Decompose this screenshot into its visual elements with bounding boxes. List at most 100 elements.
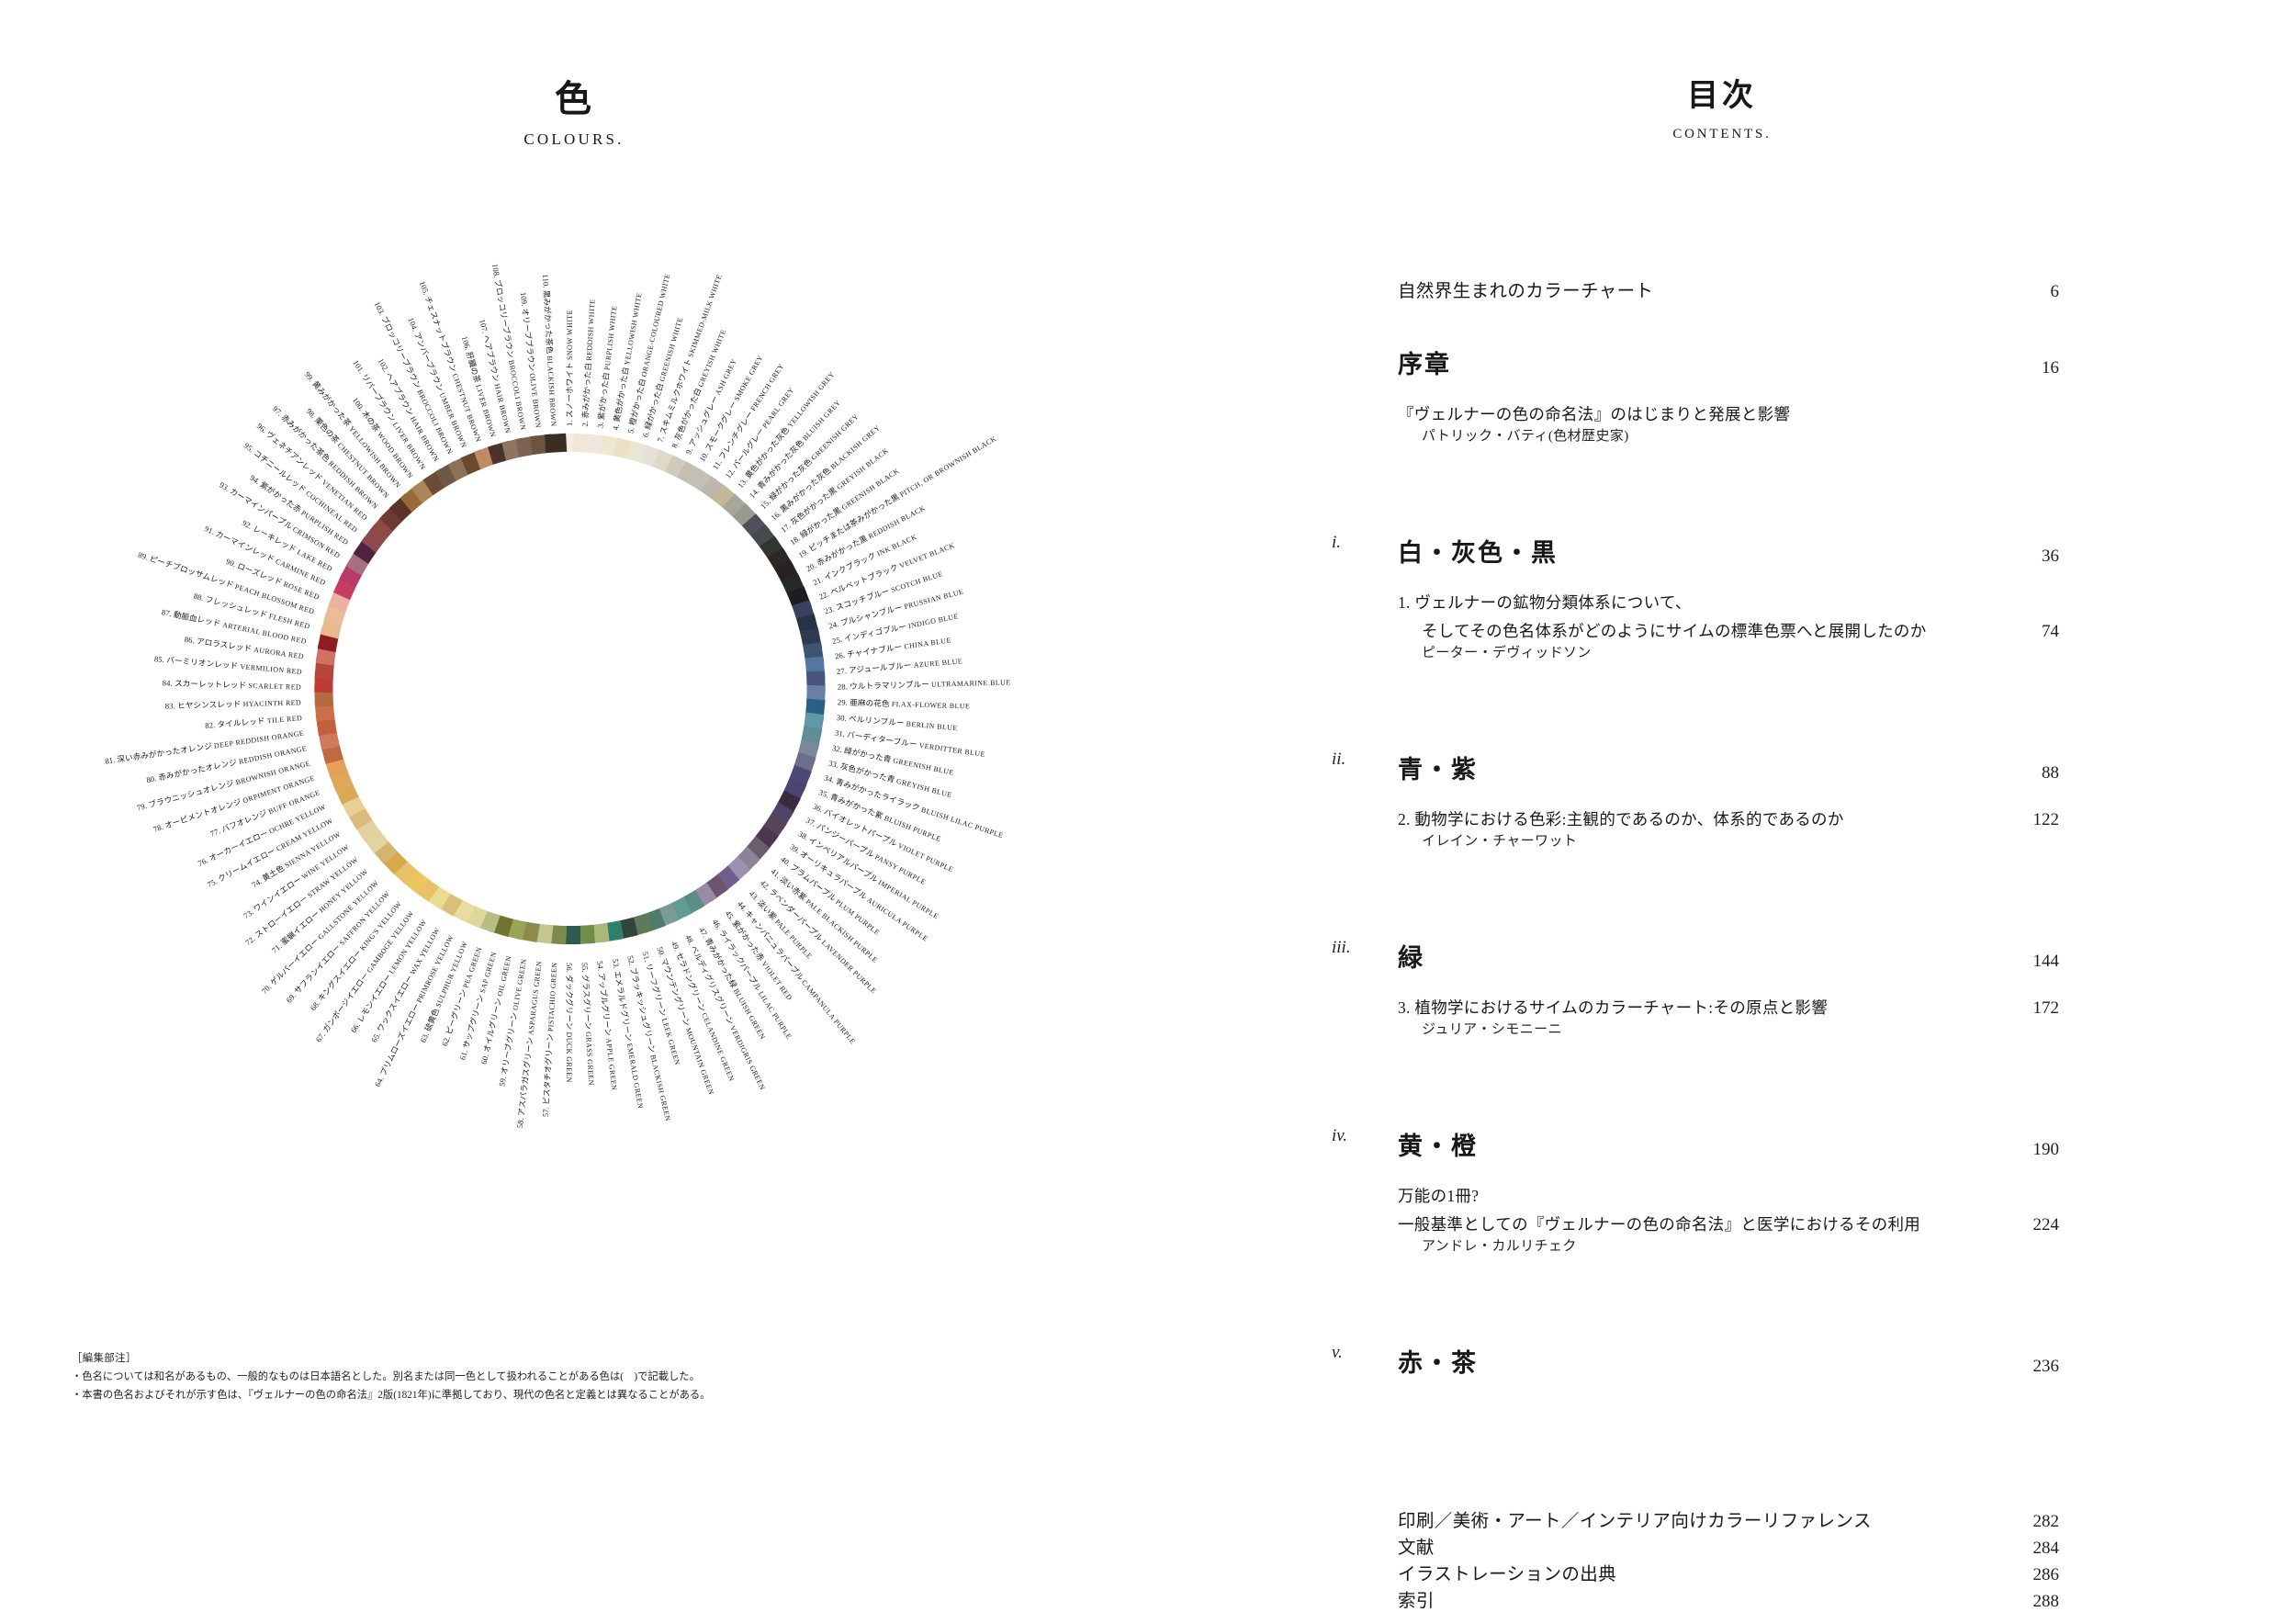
toc-entry-label: 『ヴェルナーの色の命名法』のはじまりと発展と影響 [1398, 405, 1791, 423]
toc-row[interactable]: イレイン・チャーワット [1398, 830, 2059, 850]
toc-entry-label: 赤・茶 [1398, 1349, 1478, 1377]
toc-entry-label: パトリック・バティ(色材歴史家) [1422, 429, 1629, 444]
colours-title-cjk: 色 [555, 78, 593, 119]
toc-row[interactable]: 一般基準としての『ヴェルナーの色の命名法』と医学におけるその利用 224 [1398, 1207, 2059, 1235]
toc-spacer [1398, 678, 2059, 750]
toc-row[interactable]: iii. 緑 144 [1332, 938, 2060, 974]
toc-entry-label: 一般基準としての『ヴェルナーの色の命名法』と医学におけるその利用 [1398, 1215, 1921, 1234]
toc-row[interactable]: ジュリア・シモニーニ [1398, 1019, 2059, 1038]
toc-entry-label: 1. ヴェルナーの鉱物分類体系について、 [1398, 593, 1692, 612]
toc-spacer [1398, 1162, 2059, 1178]
toc-page-number: 144 [2032, 952, 2060, 971]
toc-row[interactable]: 印刷／美術・アート／インテリア向けカラーリファレンス 282 [1398, 1505, 2059, 1532]
toc-roman-numeral: i. [1332, 533, 1342, 552]
toc-row[interactable]: ii. 青・紫 88 [1332, 750, 2059, 785]
toc-entry-label: 黄・橙 [1398, 1133, 1478, 1160]
toc-page-number: 36 [2042, 547, 2059, 566]
colour-wheel-ring: 1. スノーホワイト SNOW WHITE 2. 赤みがかった白 REDDISH … [37, 156, 1102, 1222]
toc-entry-label: 3. 植物学におけるサイムのカラーチャート:その原点と影響 [1398, 998, 1829, 1017]
toc-roman-numeral: iii. [1332, 938, 1351, 957]
toc-spacer [1398, 1038, 2059, 1054]
toc-entry-label: そしてその色名体系がどのようにサイムの標準色票へと展開したのか [1422, 622, 1927, 640]
editorial-note: ［編集部注］ ・色名については和名があるもの、一般的なものは日本語名とした。別名… [72, 1350, 898, 1404]
contents-title-roman: CONTENTS. [1672, 127, 1772, 141]
toc-spacer [1398, 302, 2059, 344]
toc-spacer [1398, 785, 2059, 802]
toc-entry-label: 自然界生まれのカラーチャート [1398, 282, 1654, 301]
toc-spacer [1398, 461, 2059, 533]
toc-page-number: 286 [2032, 1565, 2060, 1584]
toc-spacer [1398, 1054, 2059, 1126]
toc-row[interactable]: 序章 16 [1398, 344, 2059, 380]
toc-row[interactable]: 索引 288 [1398, 1585, 2059, 1612]
toc-roman-numeral: iv. [1332, 1126, 1348, 1145]
colour-label: 83. ヒヤシンスレッド HYACINTH RED [164, 698, 302, 711]
toc-page-number: 88 [2042, 763, 2059, 783]
colour-label: 29. 亜麻の花色 FLAX-FLOWER BLUE [837, 697, 971, 711]
toc-row[interactable]: 文献 284 [1398, 1532, 2059, 1559]
toc-row[interactable]: 2. 動物学における色彩:主観的であるのか、体系的であるのか 122 [1398, 802, 2059, 830]
table-of-contents: 自然界生まれのカラーチャート 6 序章 16 『ヴェルナーの色の命名法』のはじまりと発展… [1332, 276, 2060, 1612]
toc-row[interactable]: 1. ヴェルナーの鉱物分類体系について、 [1398, 585, 2059, 614]
colour-label: 56. ダックグリーン DUCK GREEN [565, 963, 574, 1083]
toc-entry-label: 索引 [1398, 1592, 1435, 1611]
toc-roman-numeral: v. [1332, 1343, 1343, 1362]
toc-page-number: 282 [2032, 1512, 2060, 1531]
left-page: 色 COLOURS. 1. スノーホワイト SNOW WHITE 2. 赤みがかっ… [0, 0, 1148, 1482]
toc-row[interactable]: アンドレ・カルリチェク [1398, 1235, 2059, 1255]
toc-row[interactable]: 3. 植物学におけるサイムのカラーチャート:その原点と影響 172 [1398, 990, 2059, 1019]
toc-entry-label: ジュリア・シモニーニ [1422, 1022, 1562, 1037]
toc-entry-label: 文献 [1398, 1539, 1435, 1558]
toc-row[interactable]: ピーター・デヴィッドソン [1398, 642, 2059, 661]
toc-row[interactable]: イラストレーションの出典 286 [1398, 1559, 2059, 1585]
colour-label: 57. ピスタチオグリーン PISTACHIO GREEN [540, 962, 559, 1118]
colour-swatch[interactable] [544, 433, 567, 454]
toc-entry-label: 青・紫 [1398, 756, 1478, 783]
toc-entry-label: 2. 動物学における色彩:主観的であるのか、体系的であるのか [1398, 810, 1844, 829]
colour-wheel: 1. スノーホワイト SNOW WHITE 2. 赤みがかった白 REDDISH … [37, 156, 1102, 1222]
toc-page-number: 224 [2032, 1215, 2060, 1234]
toc-entry-label: アンドレ・カルリチェク [1422, 1239, 1577, 1254]
colour-label: 110. 黒みがかった茶色 BLACKISH BROWN [540, 274, 558, 427]
toc-roman-numeral: ii. [1332, 750, 1346, 769]
toc-spacer [1398, 380, 2059, 397]
colours-title-roman: COLOURS. [523, 130, 625, 148]
toc-entry-label: ピーター・デヴィッドソン [1422, 646, 1592, 660]
editorial-note-heading: ［編集部注］ [72, 1353, 137, 1364]
toc-row[interactable]: iv. 黄・橙 190 [1332, 1126, 2059, 1162]
toc-row[interactable]: パトリック・バティ(色材歴史家) [1398, 425, 2059, 445]
toc-spacer [1398, 866, 2059, 938]
toc-page-number: 288 [2032, 1592, 2060, 1611]
toc-spacer [1398, 1395, 2059, 1505]
colour-label: 28. ウルトラマリンブルー ULTRAMARINE BLUE [837, 678, 1011, 692]
right-page-title: 目次 CONTENTS. [1148, 81, 2296, 142]
toc-entry-label: 印刷／美術・アート／インテリア向けカラーリファレンス [1398, 1512, 1872, 1531]
toc-entry-label: 白・灰色・黒 [1398, 539, 1558, 567]
toc-spacer [1398, 974, 2059, 990]
toc-entry-label: イラストレーションの出典 [1398, 1565, 1617, 1584]
toc-page-number: 16 [2042, 358, 2059, 378]
toc-spacer [1398, 445, 2059, 461]
toc-row[interactable]: 『ヴェルナーの色の命名法』のはじまりと発展と影響 [1398, 397, 2059, 425]
left-page-title: 色 COLOURS. [0, 81, 1148, 149]
toc-spacer [1398, 1255, 2059, 1271]
toc-page-number: 236 [2032, 1357, 2060, 1376]
toc-page-number: 172 [2032, 998, 2060, 1018]
colour-label: 1. スノーホワイト SNOW WHITE [565, 310, 574, 426]
contents-title-cjk: 目次 [1687, 79, 1757, 113]
toc-spacer [1398, 569, 2059, 585]
toc-entry-label: 緑 [1398, 944, 1424, 972]
toc-row[interactable]: 万能の1冊? [1398, 1178, 2059, 1207]
toc-spacer [1398, 850, 2059, 866]
colour-label: 81. 深い赤みがかったオレンジ DEEP REDDISH ORANGE [104, 728, 305, 766]
toc-row[interactable]: i. 白・灰色・黒 36 [1332, 533, 2059, 569]
toc-row[interactable]: そしてその色名体系がどのようにサイムの標準色票へと展開したのか 74 [1398, 614, 2059, 642]
toc-row[interactable]: v. 赤・茶 236 [1332, 1343, 2060, 1379]
toc-row[interactable]: 自然界生まれのカラーチャート 6 [1398, 276, 2059, 302]
toc-page-number: 74 [2042, 622, 2059, 641]
toc-page-number: 6 [2050, 282, 2060, 301]
toc-spacer [1398, 1379, 2059, 1395]
colour-label: 55. グラスグリーン GRASS GREEN [580, 962, 596, 1087]
toc-spacer [1398, 1271, 2059, 1343]
colour-label: 2. 赤みがかった白 REDDISH WHITE [580, 299, 597, 427]
